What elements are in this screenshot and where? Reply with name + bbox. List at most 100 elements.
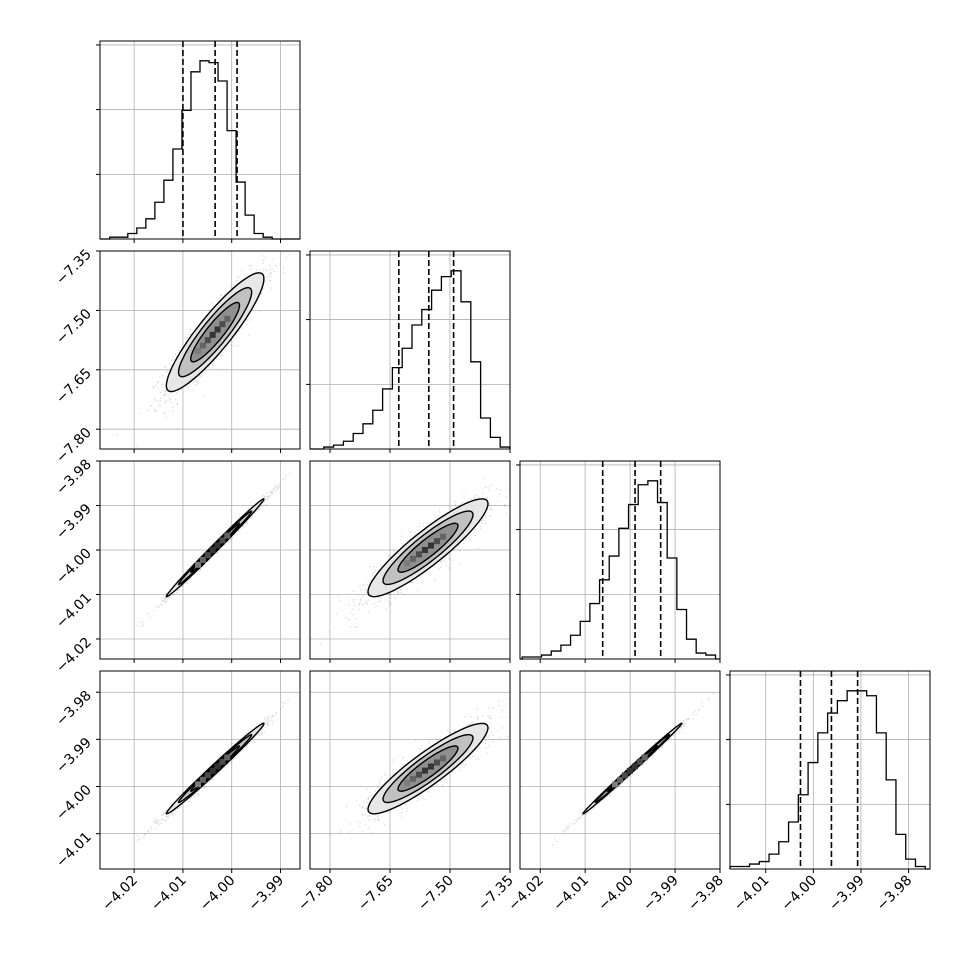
y-tick-label: −3.98 xyxy=(53,688,95,730)
density-block xyxy=(617,776,623,783)
density-block xyxy=(214,763,221,770)
x-tick-label: −3.99 xyxy=(826,873,868,915)
x-tick-label: −4.01 xyxy=(148,873,190,915)
panel-frame xyxy=(519,460,721,660)
x-tick-label: −4.00 xyxy=(595,873,637,915)
y-tick-label: −7.65 xyxy=(53,365,95,407)
panel-frame xyxy=(309,250,511,450)
density-block xyxy=(195,781,202,788)
density-block xyxy=(219,537,226,544)
density-block xyxy=(199,342,206,349)
histogram-step xyxy=(310,270,511,450)
density-block xyxy=(209,547,216,554)
density-block xyxy=(219,758,226,765)
y-tick-label: −3.99 xyxy=(53,501,95,543)
density-block xyxy=(440,755,446,762)
scatter-panel-3-2 xyxy=(519,670,721,870)
x-tick-label: −4.00 xyxy=(779,873,821,915)
density-block xyxy=(219,321,226,328)
density-block xyxy=(621,772,628,779)
panel-frame xyxy=(519,670,721,870)
y-tick-label: −4.00 xyxy=(53,546,95,588)
density-block xyxy=(224,532,231,539)
density-block xyxy=(209,331,216,338)
x-tick-label: −3.98 xyxy=(874,873,916,915)
panel-frame xyxy=(99,670,301,870)
histogram-panel-0 xyxy=(96,40,301,240)
density-block xyxy=(434,538,440,545)
density-block xyxy=(612,781,619,788)
histogram-panel-2 xyxy=(516,460,721,660)
histogram-step xyxy=(520,480,720,660)
histogram-step xyxy=(729,690,930,870)
y-tick-label: −4.01 xyxy=(53,829,95,871)
panel-content xyxy=(310,671,510,869)
scatter-panel-2-1 xyxy=(309,460,511,660)
histogram-panel-1 xyxy=(306,250,511,450)
histogram-step xyxy=(100,60,300,240)
x-tick-label: −4.01 xyxy=(550,873,592,915)
x-tick-label: −3.99 xyxy=(640,873,682,915)
density-block xyxy=(631,763,638,770)
y-tick-label: −4.00 xyxy=(53,782,95,824)
y-tick-label: −4.01 xyxy=(53,590,95,632)
panel-frame xyxy=(99,250,301,450)
x-tick-label: −3.99 xyxy=(246,873,288,915)
density-block xyxy=(224,754,231,761)
y-tick-label: −3.99 xyxy=(53,735,95,777)
density-block xyxy=(428,542,434,549)
density-block xyxy=(204,337,211,344)
panel-frame xyxy=(729,670,931,870)
panel-frame xyxy=(99,460,301,660)
density-block xyxy=(214,326,221,333)
y-tick-label: −7.50 xyxy=(53,306,95,348)
density-block xyxy=(434,759,440,766)
density-block xyxy=(209,767,216,774)
x-tick-label: −7.50 xyxy=(415,873,457,915)
x-tick-label: −4.02 xyxy=(99,873,141,915)
panel-content xyxy=(310,461,510,659)
x-tick-label: −7.80 xyxy=(295,873,337,915)
density-block xyxy=(199,776,206,783)
panel-content xyxy=(100,251,300,449)
panel-frame xyxy=(99,40,301,240)
y-tick-label: −4.02 xyxy=(53,634,95,676)
panel-frame xyxy=(309,460,511,660)
x-tick-label: −7.65 xyxy=(355,873,397,915)
density-block xyxy=(416,771,422,778)
scatter-panel-3-1 xyxy=(309,670,511,870)
density-block xyxy=(404,779,410,786)
y-tick-label: −7.35 xyxy=(53,247,95,289)
density-block xyxy=(641,754,648,761)
scatter-panel-3-0 xyxy=(99,670,301,870)
density-block xyxy=(416,551,422,558)
density-block xyxy=(440,533,446,540)
density-block xyxy=(204,552,211,559)
density-block xyxy=(199,556,206,563)
density-block xyxy=(195,561,202,568)
y-tick-label: −3.98 xyxy=(53,457,95,499)
density-block xyxy=(422,546,428,553)
x-tick-label: −4.00 xyxy=(197,873,239,915)
density-block xyxy=(410,775,416,782)
density-block xyxy=(626,767,633,774)
panel-frame xyxy=(309,670,511,870)
scatter-panel-2-0 xyxy=(99,460,301,660)
density-block xyxy=(214,542,221,549)
scatter-panel-1-0 xyxy=(99,250,301,450)
panel-content xyxy=(520,671,720,869)
density-block xyxy=(224,315,231,322)
density-block xyxy=(404,560,410,567)
x-tick-label: −3.98 xyxy=(685,873,727,915)
panel-content xyxy=(100,461,300,659)
histogram-panel-3 xyxy=(726,670,931,870)
density-block xyxy=(410,555,416,562)
x-tick-label: −4.01 xyxy=(731,873,773,915)
density-block xyxy=(195,347,202,354)
density-block xyxy=(428,763,434,770)
panel-content xyxy=(100,671,300,869)
y-tick-label: −7.80 xyxy=(53,425,95,467)
density-block xyxy=(204,772,211,779)
